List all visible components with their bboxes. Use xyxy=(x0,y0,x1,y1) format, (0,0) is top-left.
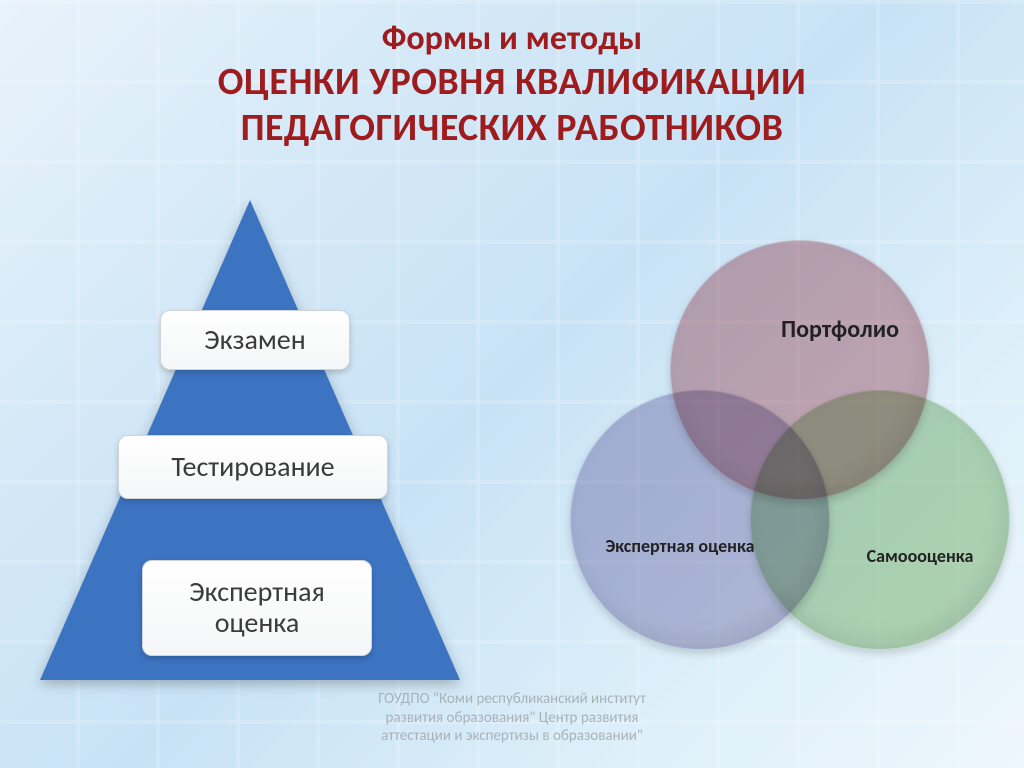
venn-circle-self xyxy=(750,390,1010,650)
title-line-1: Формы и методы xyxy=(0,18,1024,59)
footer-line-3: аттестации и экспертизы в образовании" xyxy=(0,727,1024,746)
pyramid-label-3-text: Экспертная оценка xyxy=(189,577,325,639)
title-block: Формы и методы ОЦЕНКИ УРОВНЯ КВАЛИФИКАЦИ… xyxy=(0,18,1024,151)
footer-line-2: развития образования" Центр развития xyxy=(0,709,1024,728)
pyramid-label-3: Экспертная оценка xyxy=(142,560,372,656)
pyramid-label-1: Экзамен xyxy=(160,310,350,370)
pyramid-label-2-text: Тестирование xyxy=(171,452,334,483)
pyramid-label-1-text: Экзамен xyxy=(204,325,305,356)
title-line-2: ОЦЕНКИ УРОВНЯ КВАЛИФИКАЦИИ xyxy=(0,59,1024,105)
venn-label-portfolio: Портфолио xyxy=(750,315,930,344)
footer-line-1: ГОУДПО "Коми республиканский институт xyxy=(0,690,1024,709)
pyramid-label-2: Тестирование xyxy=(118,435,388,499)
footer-attribution: ГОУДПО "Коми республиканский институт ра… xyxy=(0,690,1024,746)
title-line-3: ПЕДАГОГИЧЕСКИХ РАБОТНИКОВ xyxy=(0,105,1024,151)
pyramid-diagram: Экзамен Тестирование Экспертная оценка xyxy=(40,200,460,680)
venn-label-expert: Экспертная оценка xyxy=(590,535,770,557)
venn-diagram: Портфолио Экспертная оценка Самоооценка xyxy=(520,245,980,675)
venn-label-self: Самоооценка xyxy=(830,545,1010,567)
slide: Формы и методы ОЦЕНКИ УРОВНЯ КВАЛИФИКАЦИ… xyxy=(0,0,1024,768)
